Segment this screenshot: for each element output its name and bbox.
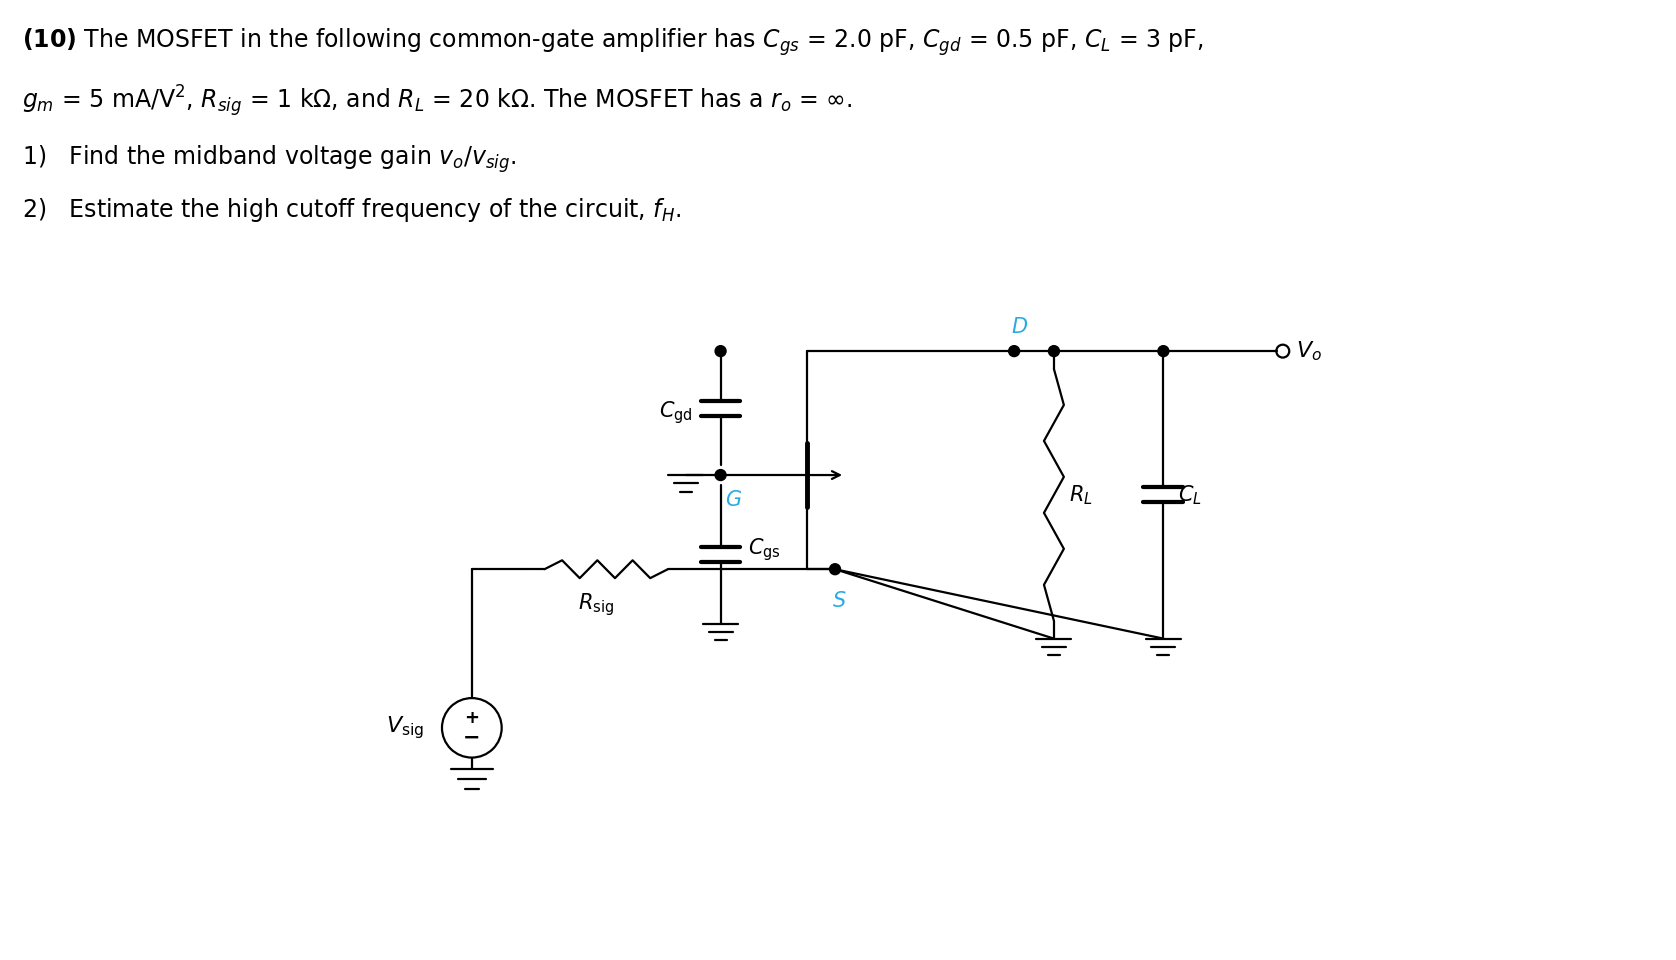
- Circle shape: [1009, 346, 1019, 356]
- Text: −: −: [463, 728, 481, 748]
- Text: D: D: [1011, 317, 1027, 337]
- Text: $\mathbf{(10)}$ The MOSFET in the following common-gate amplifier has $C_{gs}$ =: $\mathbf{(10)}$ The MOSFET in the follow…: [22, 26, 1203, 58]
- Text: $C_\mathrm{gs}$: $C_\mathrm{gs}$: [749, 536, 781, 563]
- Text: $V_\mathrm{sig}$: $V_\mathrm{sig}$: [385, 714, 424, 741]
- Text: $V_o$: $V_o$: [1296, 339, 1322, 363]
- Circle shape: [1158, 346, 1168, 356]
- Text: $g_m$ = 5 mA/V$^2$, $R_{sig}$ = 1 k$\Omega$, and $R_L$ = 20 k$\Omega$. The MOSFE: $g_m$ = 5 mA/V$^2$, $R_{sig}$ = 1 k$\Ome…: [22, 84, 853, 119]
- Text: +: +: [464, 708, 479, 727]
- Text: $C_\mathrm{gd}$: $C_\mathrm{gd}$: [659, 399, 692, 426]
- Circle shape: [1049, 346, 1059, 356]
- Text: 1)   Find the midband voltage gain $v_o/v_{sig}$.: 1) Find the midband voltage gain $v_o/v_…: [22, 143, 516, 175]
- Text: $R_L$: $R_L$: [1069, 483, 1093, 507]
- Circle shape: [830, 564, 840, 575]
- Circle shape: [716, 469, 726, 481]
- Circle shape: [716, 346, 726, 356]
- Text: G: G: [726, 490, 742, 510]
- Text: 2)   Estimate the high cutoff frequency of the circuit, $f_H$.: 2) Estimate the high cutoff frequency of…: [22, 197, 682, 225]
- Text: $R_\mathrm{sig}$: $R_\mathrm{sig}$: [578, 591, 613, 618]
- Text: S: S: [833, 591, 846, 611]
- Text: $C_L$: $C_L$: [1178, 483, 1202, 507]
